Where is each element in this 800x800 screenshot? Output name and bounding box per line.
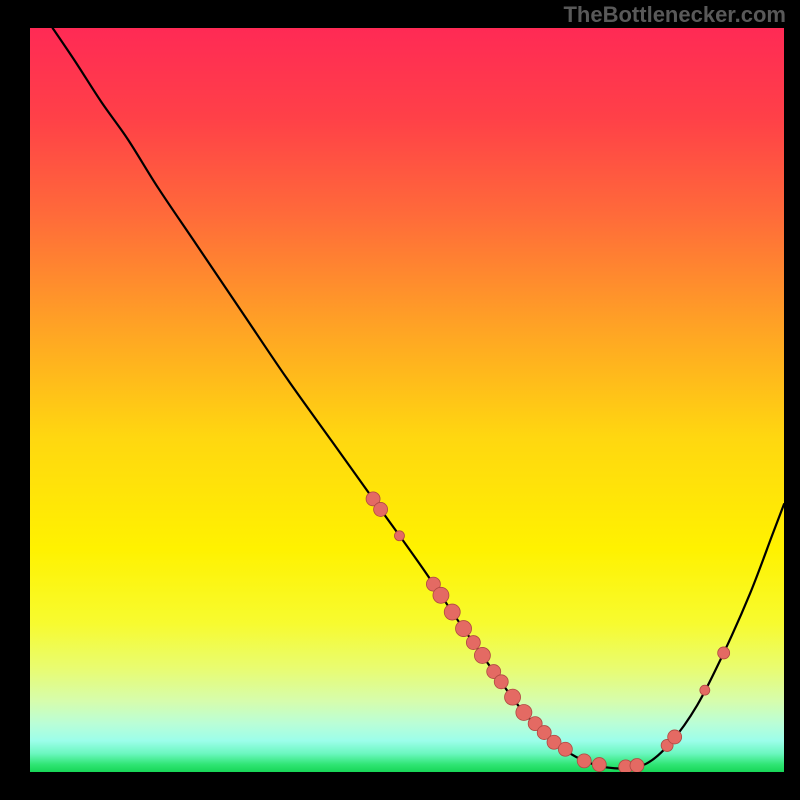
watermark-text: TheBottlenecker.com xyxy=(563,2,786,28)
plot-frame xyxy=(26,24,788,776)
